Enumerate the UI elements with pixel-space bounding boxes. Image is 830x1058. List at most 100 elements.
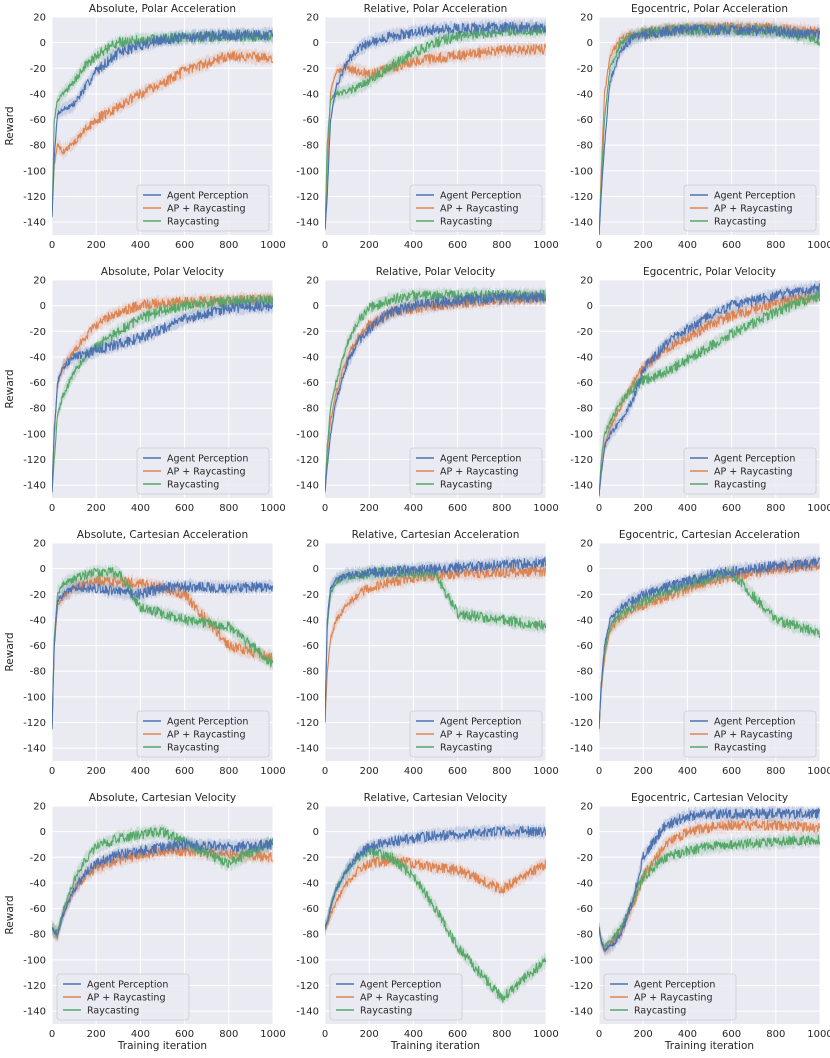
legend: Agent Perception AP + Raycasting Raycastin… — [683, 184, 817, 232]
legend-label: Agent Perception — [167, 191, 248, 202]
y-tick-label: -80 — [577, 141, 593, 152]
y-tick-label: -60 — [30, 904, 46, 915]
legend-label: Raycasting — [360, 1006, 412, 1017]
legend: Agent Perception AP + Raycasting Raycastin… — [409, 710, 543, 758]
x-tick-label: 400 — [678, 766, 697, 777]
series-band-0 — [52, 835, 273, 943]
chart-title: Absolute, Polar Velocity — [101, 266, 224, 278]
y-tick-label: 20 — [33, 539, 46, 550]
series-band-2 — [599, 563, 820, 738]
legend: Agent Perception AP + Raycasting Raycastin… — [409, 447, 543, 495]
x-tick-label: 200 — [360, 240, 379, 251]
legend: Agent Perception AP + Raycasting Raycastin… — [409, 184, 543, 232]
y-tick-label: -60 — [30, 115, 46, 126]
y-tick-label: 0 — [313, 564, 319, 575]
x-tick-label: 1000 — [260, 503, 285, 514]
chart-title: Egocentric, Polar Velocity — [643, 266, 776, 278]
y-tick-label: -20 — [303, 853, 319, 864]
x-tick-label: 0 — [596, 503, 602, 514]
y-tick-label: -20 — [577, 327, 593, 338]
y-axis-label: Reward — [4, 106, 16, 145]
x-tick-label: 400 — [678, 1029, 697, 1040]
y-tick-label: -20 — [30, 64, 46, 75]
y-tick-label: -140 — [570, 744, 593, 755]
y-tick-label: -60 — [577, 641, 593, 652]
legend-box — [409, 184, 543, 232]
y-tick-label: -40 — [577, 89, 593, 100]
series-line-2 — [52, 826, 273, 935]
x-tick-label: 0 — [596, 766, 602, 777]
series-line-1 — [599, 559, 820, 729]
series-line-1 — [325, 565, 546, 723]
y-tick-label: -60 — [303, 378, 319, 389]
x-tick-label: 800 — [492, 240, 511, 251]
x-tick-label: 600 — [175, 1029, 194, 1040]
legend-label: Raycasting — [714, 480, 766, 491]
y-tick-label: -120 — [570, 192, 593, 203]
y-tick-label: -100 — [23, 692, 46, 703]
y-tick-label: -40 — [30, 89, 46, 100]
y-tick-label: -80 — [577, 404, 593, 415]
legend-label: AP + Raycasting — [714, 730, 792, 741]
x-tick-label: 1000 — [260, 1029, 285, 1040]
y-tick-label: 0 — [313, 301, 319, 312]
y-tick-label: 0 — [40, 38, 46, 49]
y-tick-label: -40 — [30, 615, 46, 626]
series-group — [325, 18, 546, 235]
legend: Agent Perception AP + Raycasting Raycastin… — [683, 710, 817, 758]
x-tick-label: 800 — [766, 240, 785, 251]
y-axis-label: Reward — [4, 632, 16, 671]
x-tick-label: 800 — [219, 766, 238, 777]
legend: Agent Perception AP + Raycasting Raycastin… — [136, 710, 270, 758]
legend-label: Agent Perception — [87, 980, 168, 991]
series-band-2 — [52, 291, 273, 498]
legend-label: Raycasting — [167, 480, 219, 491]
x-tick-label: 200 — [87, 240, 106, 251]
x-tick-label: 1000 — [807, 503, 830, 514]
x-tick-label: 600 — [448, 503, 467, 514]
series-line-1 — [325, 292, 546, 493]
y-tick-label: -40 — [303, 878, 319, 889]
y-tick-label: -140 — [23, 218, 46, 229]
y-tick-label: -40 — [30, 878, 46, 889]
x-tick-label: 600 — [722, 766, 741, 777]
legend-label: Agent Perception — [360, 980, 441, 991]
y-tick-label: -100 — [296, 429, 319, 440]
chart-title: Relative, Cartesian Acceleration — [352, 529, 520, 541]
series-band-1 — [599, 287, 820, 498]
x-tick-label: 200 — [360, 766, 379, 777]
x-axis-label: Training iteration — [390, 1040, 480, 1052]
y-tick-label: -120 — [296, 455, 319, 466]
legend-box — [683, 447, 817, 495]
series-line-0 — [52, 301, 273, 493]
y-tick-label: -40 — [30, 352, 46, 363]
x-tick-label: 0 — [322, 1029, 328, 1040]
y-tick-label: 0 — [587, 827, 593, 838]
x-tick-label: 1000 — [807, 240, 830, 251]
y-tick-label: -20 — [303, 64, 319, 75]
legend-label: Agent Perception — [167, 717, 248, 728]
series-line-2 — [599, 568, 820, 729]
y-tick-label: -20 — [30, 590, 46, 601]
y-axis-label: Reward — [4, 895, 16, 934]
series-band-1 — [599, 18, 820, 235]
y-tick-label: -20 — [577, 590, 593, 601]
legend-box — [409, 710, 543, 758]
legend: Agent Perception AP + Raycasting Raycastin… — [56, 973, 190, 1021]
y-tick-label: -80 — [30, 930, 46, 941]
chart-title: Relative, Polar Acceleration — [364, 3, 508, 15]
legend-label: Agent Perception — [440, 191, 521, 202]
y-tick-label: -140 — [296, 744, 319, 755]
series-line-0 — [599, 283, 820, 496]
y-tick-label: -140 — [570, 1007, 593, 1018]
y-tick-label: 0 — [40, 827, 46, 838]
y-tick-label: -120 — [570, 718, 593, 729]
y-tick-label: 20 — [580, 802, 593, 813]
y-tick-label: -60 — [577, 378, 593, 389]
chart-title: Egocentric, Polar Acceleration — [631, 3, 788, 15]
y-tick-label: -80 — [30, 141, 46, 152]
legend-label: AP + Raycasting — [167, 204, 245, 215]
y-tick-label: -60 — [303, 904, 319, 915]
